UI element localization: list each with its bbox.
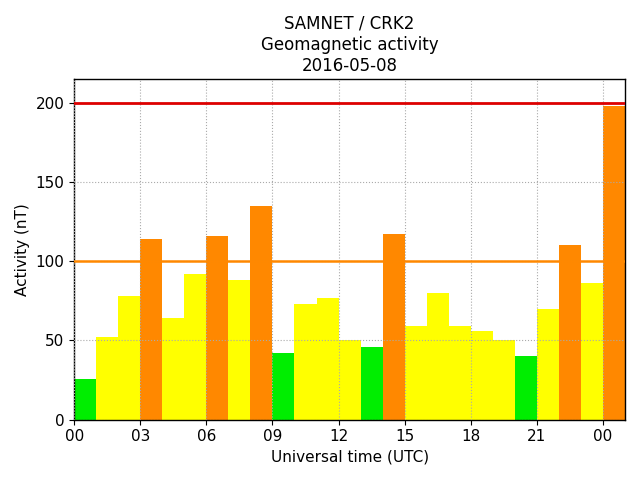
Bar: [404, 326, 427, 420]
Bar: [537, 309, 559, 420]
Bar: [383, 234, 404, 420]
X-axis label: Universal time (UTC): Universal time (UTC): [271, 450, 429, 465]
Bar: [493, 340, 515, 420]
Bar: [317, 298, 339, 420]
Bar: [118, 296, 140, 420]
Y-axis label: Activity (nT): Activity (nT): [15, 203, 30, 296]
Title: SAMNET / CRK2
Geomagnetic activity
2016-05-08: SAMNET / CRK2 Geomagnetic activity 2016-…: [260, 15, 438, 74]
Bar: [515, 356, 537, 420]
Bar: [273, 353, 294, 420]
Bar: [339, 340, 360, 420]
Bar: [471, 331, 493, 420]
Bar: [559, 245, 581, 420]
Bar: [206, 236, 228, 420]
Bar: [427, 293, 449, 420]
Bar: [96, 337, 118, 420]
Bar: [294, 304, 317, 420]
Bar: [603, 106, 625, 420]
Bar: [74, 379, 96, 420]
Bar: [250, 206, 273, 420]
Bar: [581, 283, 603, 420]
Bar: [163, 318, 184, 420]
Bar: [228, 280, 250, 420]
Bar: [360, 347, 383, 420]
Bar: [140, 239, 163, 420]
Bar: [184, 274, 206, 420]
Bar: [449, 326, 471, 420]
